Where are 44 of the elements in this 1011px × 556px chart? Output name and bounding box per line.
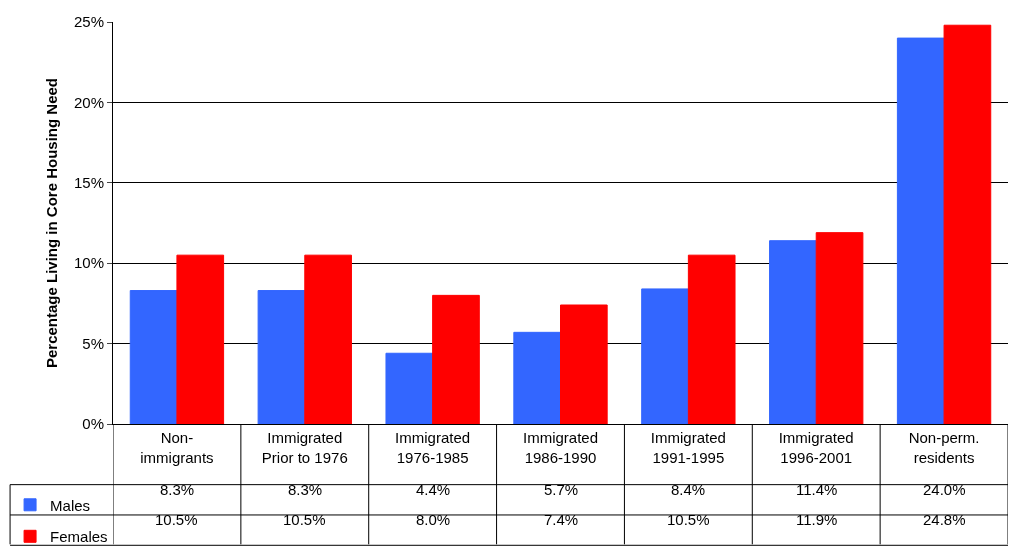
bar: [815, 232, 864, 424]
data-label: 8.4%: [671, 481, 706, 498]
data-label: 10.5%: [667, 511, 710, 528]
data-label: 8.3%: [160, 481, 195, 498]
bar: [513, 331, 561, 424]
y-tick-label: 10%: [73, 254, 104, 272]
data-label: 11.9%: [796, 511, 838, 528]
x-tick-label: Immigrated 1986-1990: [522, 429, 599, 466]
data-label: 10.5%: [283, 511, 326, 528]
data-label: 24.8%: [923, 511, 966, 528]
x-tick-label: Non- immigrants: [140, 429, 214, 466]
y-tick-label: 5%: [82, 334, 104, 352]
bar: [257, 290, 306, 424]
x-tick-label: Immigrated 1991-1995: [650, 429, 726, 466]
bar: [385, 352, 434, 424]
x-tick-label: Immigrated Prior to 1976: [261, 429, 348, 466]
x-tick-label: Immigrated 1996-2001: [778, 429, 854, 466]
bar: [896, 37, 945, 424]
legend-label: Males: [50, 496, 91, 514]
y-tick-label: 0%: [82, 415, 104, 433]
bar: [560, 304, 608, 424]
x-tick-label: Non-perm. residents: [908, 429, 980, 466]
data-label: 7.4%: [544, 511, 579, 528]
y-axis-title: Percentage Living in Core Housing Need: [43, 77, 61, 369]
bar: [304, 254, 352, 424]
data-label: 4.4%: [416, 481, 451, 498]
bar: [769, 240, 817, 424]
x-tick-label: Immigrated 1976-1985: [395, 429, 471, 466]
legend-label: Females: [50, 528, 108, 546]
data-label: 10.5%: [155, 511, 198, 528]
data-label: 5.7%: [544, 481, 579, 498]
data-label: 24.0%: [923, 481, 966, 498]
bar: [129, 290, 178, 424]
bar: [943, 24, 992, 424]
y-tick-label: 15%: [73, 174, 104, 192]
y-tick-label: 20%: [73, 93, 104, 111]
bar: [687, 254, 736, 424]
bar: [176, 254, 225, 424]
data-label: 8.0%: [416, 511, 451, 528]
data-label: 8.3%: [288, 481, 323, 498]
data-label: 11.4%: [796, 481, 838, 498]
bar: [641, 288, 689, 424]
y-tick-label: 25%: [73, 13, 104, 31]
bar: [432, 294, 480, 424]
